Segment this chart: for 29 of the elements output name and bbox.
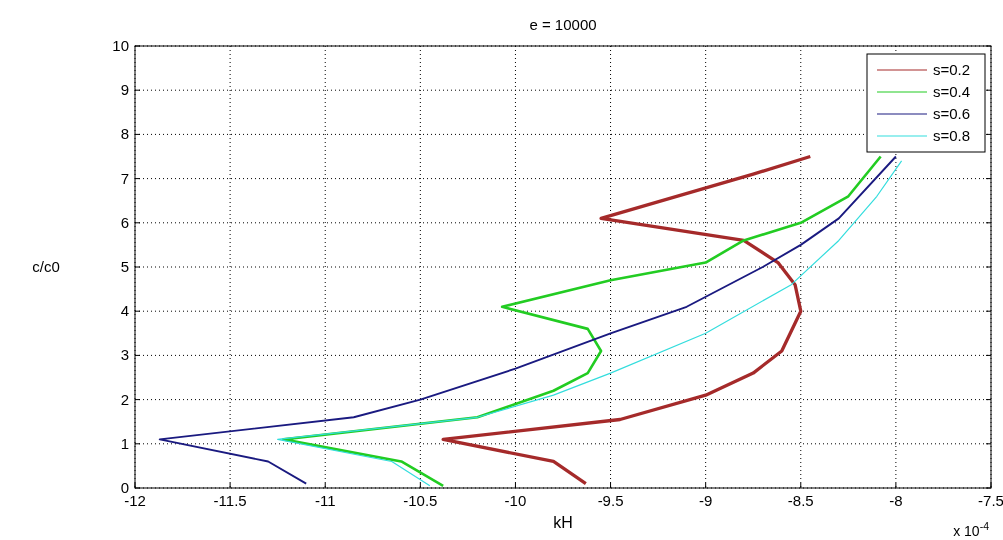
y-tick-label: 9 <box>120 81 129 99</box>
legend-label: s=0.6 <box>933 105 971 122</box>
x-tick-label: -9 <box>698 492 713 509</box>
y-tick-label: 10 <box>112 37 129 54</box>
legend-label: s=0.4 <box>933 83 971 100</box>
y-tick-label: 8 <box>120 125 129 143</box>
line-series <box>441 154 812 486</box>
y-axis-title: c/c0 <box>32 258 60 275</box>
x-tick-label: -10.5 <box>403 492 438 509</box>
y-tick-label: 2 <box>120 390 129 408</box>
line-series <box>158 155 897 485</box>
y-tick-label: 4 <box>120 302 129 320</box>
text: x 10$^{-4}$ <box>953 520 990 539</box>
y-tick-label: 3 <box>120 346 129 364</box>
x-tick-label: -9.5 <box>597 492 624 509</box>
x-tick-label: -8 <box>889 492 903 509</box>
x-tick-label: -7.5 <box>978 492 1003 509</box>
x-tick-label: -8.5 <box>787 492 814 509</box>
y-tick-label: 5 <box>120 258 129 275</box>
x-axis-title: kH <box>553 514 573 531</box>
x-tick-label: -10 <box>504 492 527 509</box>
legend-label: s=0.8 <box>933 127 971 144</box>
chart-title: e = 10000 <box>529 16 597 33</box>
x-tick-label: -11.5 <box>213 492 247 509</box>
y-tick-label: 7 <box>120 169 129 187</box>
y-tick-label: 1 <box>120 434 129 452</box>
x-tick-label: -11 <box>314 492 336 509</box>
legend-label: s=0.2 <box>933 61 971 78</box>
y-tick-label: 6 <box>120 213 129 231</box>
